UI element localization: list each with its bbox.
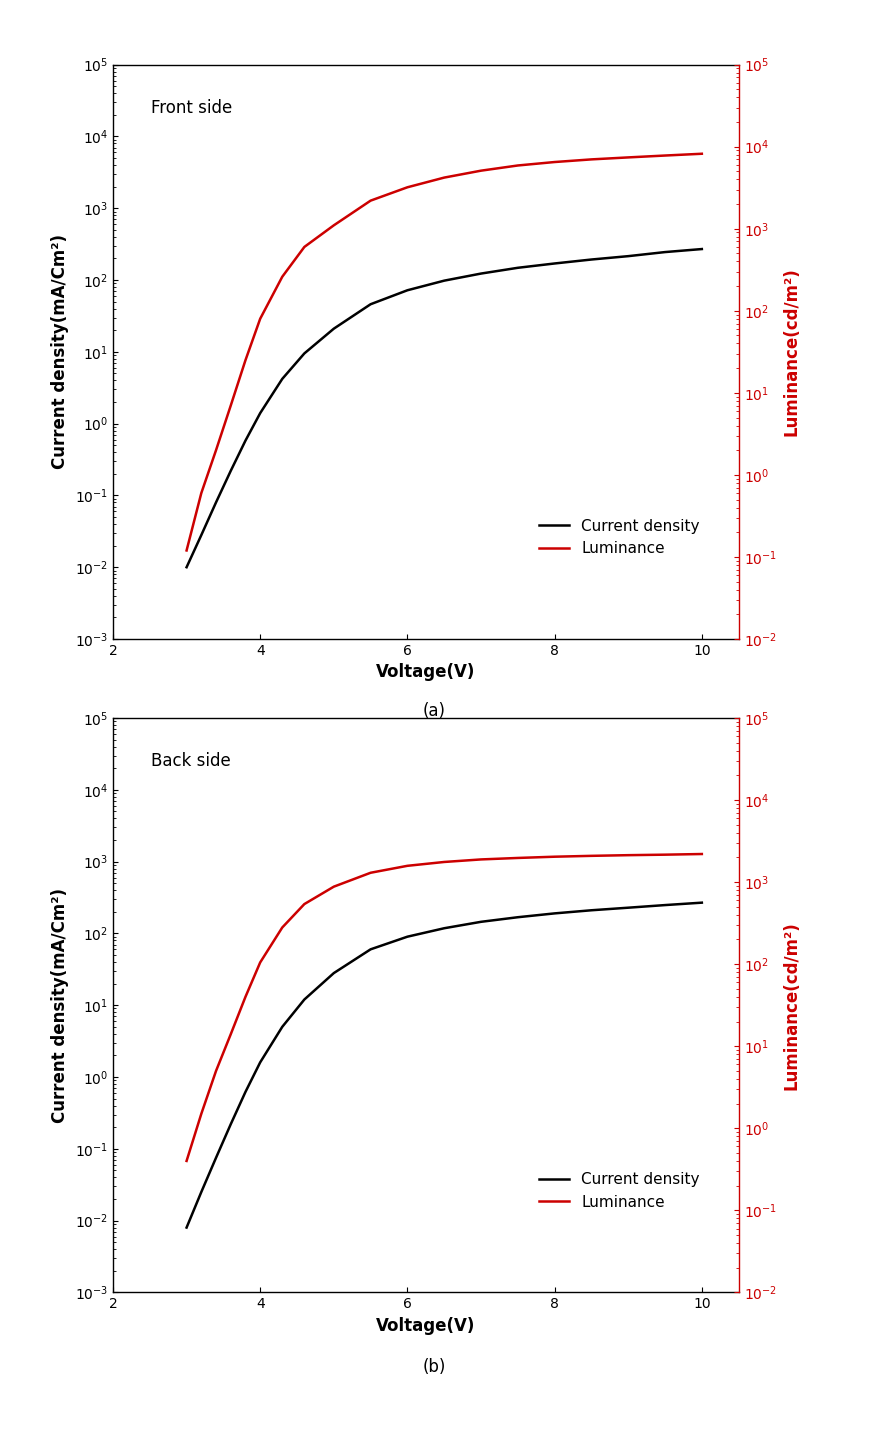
Luminance [549, 154, 560, 171]
Luminance [402, 857, 413, 875]
Current density [549, 905, 560, 922]
Luminance [587, 151, 597, 168]
Luminance [299, 896, 309, 913]
Current density [697, 895, 707, 912]
X-axis label: Voltage(V): Voltage(V) [376, 663, 475, 682]
Luminance [513, 849, 523, 866]
Luminance [226, 1025, 236, 1043]
Luminance [476, 162, 487, 180]
Luminance [328, 877, 339, 895]
Current density [623, 899, 634, 916]
Current density [196, 1183, 207, 1200]
Current density [549, 254, 560, 271]
X-axis label: Voltage(V): Voltage(V) [376, 1317, 475, 1335]
Current density [277, 370, 288, 388]
Current density [402, 281, 413, 299]
Y-axis label: Luminance(cd/m²): Luminance(cd/m²) [782, 267, 800, 437]
Current density [587, 902, 597, 919]
Current density [226, 462, 236, 480]
Current density [240, 1083, 250, 1100]
Current density [328, 320, 339, 337]
Current density [402, 928, 413, 945]
Current density [299, 991, 309, 1008]
Legend: Current density, Luminance: Current density, Luminance [533, 1166, 706, 1216]
Current density [328, 965, 339, 982]
Current density [697, 240, 707, 257]
Luminance [365, 192, 375, 210]
Luminance [660, 146, 670, 164]
Line: Luminance: Luminance [187, 154, 702, 550]
Current density [255, 1054, 265, 1071]
Y-axis label: Current density(mA/Cm²): Current density(mA/Cm²) [51, 234, 70, 470]
Current density [513, 909, 523, 926]
Line: Current density: Current density [187, 903, 702, 1228]
Luminance [328, 217, 339, 234]
Text: Front side: Front side [150, 99, 232, 118]
Line: Luminance: Luminance [187, 854, 702, 1160]
Current density [623, 247, 634, 264]
Luminance [196, 484, 207, 501]
Current density [299, 345, 309, 362]
Current density [211, 1149, 222, 1166]
Current density [439, 271, 449, 289]
Luminance [623, 847, 634, 864]
Luminance [240, 988, 250, 1005]
Current density [182, 1219, 192, 1236]
Luminance [240, 352, 250, 369]
Current density [211, 494, 222, 511]
Line: Current density: Current density [187, 248, 702, 567]
Luminance [255, 310, 265, 327]
Current density [255, 405, 265, 422]
Luminance [365, 864, 375, 882]
Luminance [660, 846, 670, 863]
Luminance [226, 396, 236, 414]
Luminance [255, 954, 265, 971]
Current density [226, 1116, 236, 1133]
Current density [240, 432, 250, 449]
Current density [196, 527, 207, 544]
Text: (b): (b) [423, 1358, 446, 1376]
Legend: Current density, Luminance: Current density, Luminance [533, 513, 706, 563]
Luminance [196, 1106, 207, 1123]
Luminance [402, 178, 413, 195]
Y-axis label: Current density(mA/Cm²): Current density(mA/Cm²) [51, 887, 70, 1123]
Text: Back side: Back side [150, 752, 230, 771]
Luminance [623, 149, 634, 167]
Y-axis label: Luminance(cd/m²): Luminance(cd/m²) [782, 920, 800, 1090]
Luminance [476, 850, 487, 867]
Current density [476, 266, 487, 283]
Current density [365, 296, 375, 313]
Luminance [697, 846, 707, 863]
Luminance [211, 1063, 222, 1080]
Current density [439, 919, 449, 936]
Luminance [211, 442, 222, 460]
Current density [660, 896, 670, 913]
Luminance [549, 849, 560, 866]
Current density [182, 559, 192, 576]
Luminance [299, 238, 309, 256]
Current density [365, 941, 375, 958]
Current density [513, 258, 523, 276]
Text: (a): (a) [423, 702, 446, 719]
Luminance [277, 269, 288, 286]
Luminance [182, 1152, 192, 1169]
Luminance [513, 157, 523, 174]
Current density [660, 244, 670, 261]
Current density [476, 913, 487, 931]
Luminance [182, 541, 192, 559]
Current density [277, 1018, 288, 1035]
Luminance [277, 919, 288, 936]
Luminance [697, 145, 707, 162]
Current density [587, 251, 597, 269]
Luminance [439, 853, 449, 870]
Luminance [439, 169, 449, 187]
Luminance [587, 847, 597, 864]
